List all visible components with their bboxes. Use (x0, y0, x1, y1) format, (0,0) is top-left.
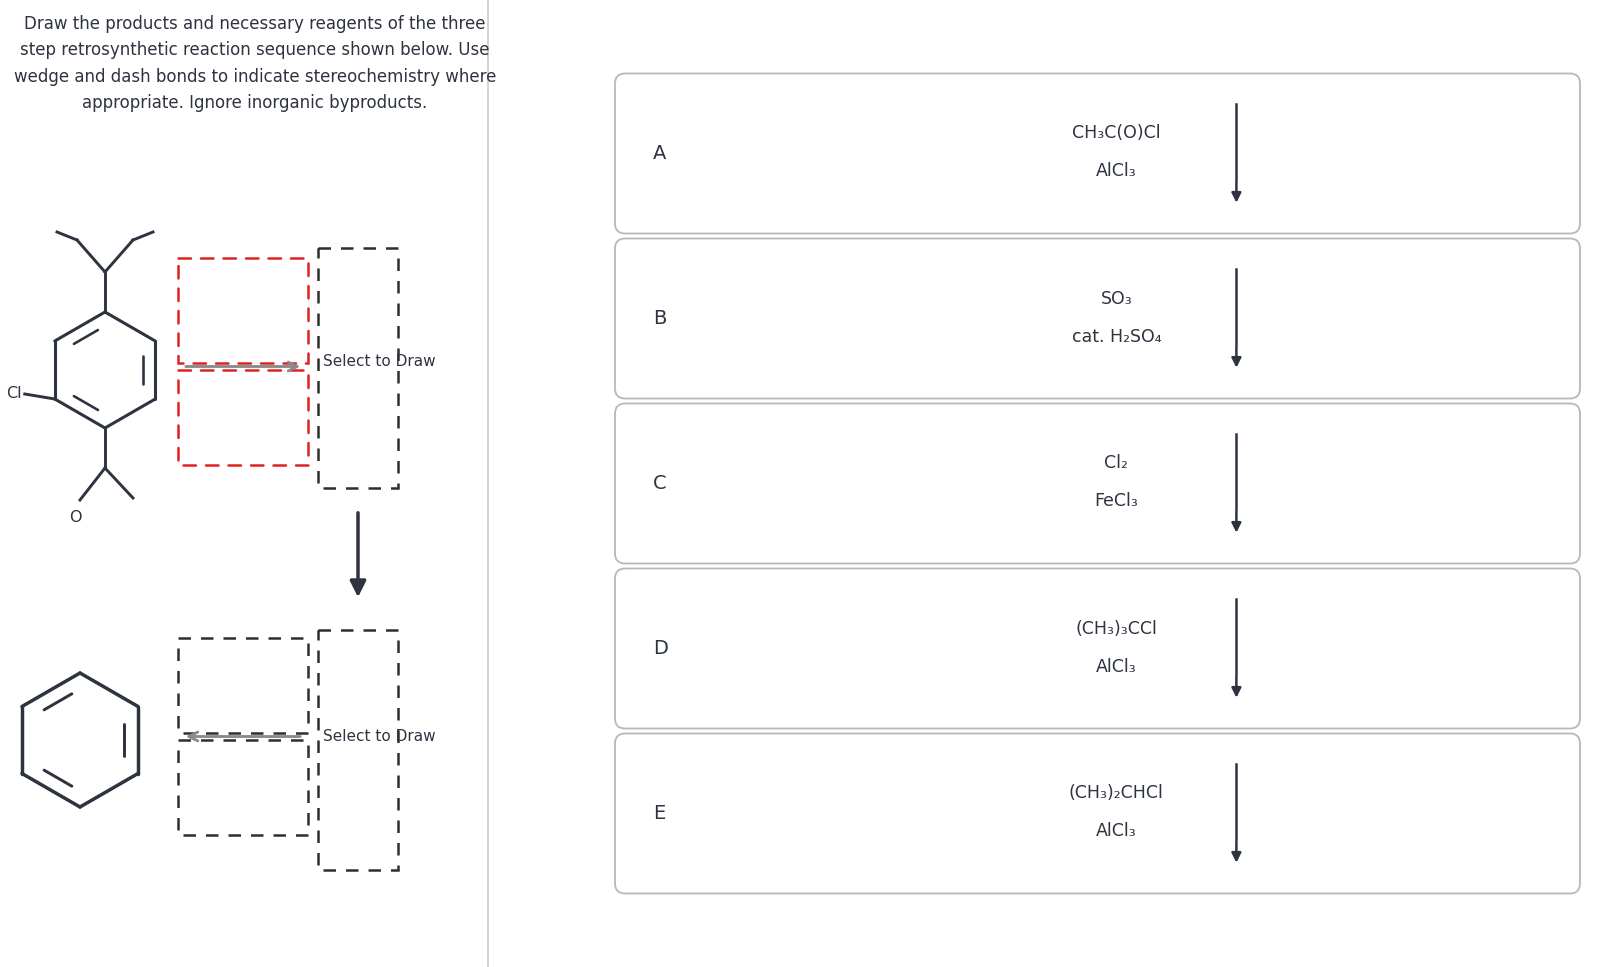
Text: C: C (652, 474, 667, 493)
Text: FeCl₃: FeCl₃ (1094, 492, 1138, 511)
Bar (318, 630, 398, 870)
Text: SO₃: SO₃ (1100, 289, 1132, 308)
Text: O: O (69, 510, 82, 525)
Bar (177, 370, 309, 465)
Text: AlCl₃: AlCl₃ (1095, 823, 1137, 840)
Bar (177, 740, 309, 835)
Text: AlCl₃: AlCl₃ (1095, 658, 1137, 676)
Text: (CH₃)₃CCl: (CH₃)₃CCl (1076, 620, 1158, 637)
Text: cat. H₂SO₄: cat. H₂SO₄ (1071, 328, 1161, 345)
Text: Cl₂: Cl₂ (1105, 454, 1129, 473)
Text: Select to Draw: Select to Draw (323, 729, 435, 744)
Text: Select to Draw: Select to Draw (323, 354, 435, 369)
Text: AlCl₃: AlCl₃ (1095, 162, 1137, 181)
Text: E: E (652, 804, 665, 823)
Text: A: A (652, 144, 667, 163)
Bar (177, 258, 309, 363)
FancyBboxPatch shape (616, 73, 1580, 233)
FancyBboxPatch shape (616, 403, 1580, 564)
Text: D: D (652, 639, 668, 658)
FancyBboxPatch shape (616, 569, 1580, 728)
Text: Draw the products and necessary reagents of the three
step retrosynthetic reacti: Draw the products and necessary reagents… (14, 15, 496, 112)
FancyBboxPatch shape (616, 734, 1580, 894)
Text: Cl: Cl (6, 387, 22, 401)
Bar (318, 248, 398, 488)
FancyBboxPatch shape (616, 239, 1580, 398)
Text: (CH₃)₂CHCl: (CH₃)₂CHCl (1070, 784, 1164, 803)
Text: CH₃C(O)Cl: CH₃C(O)Cl (1071, 125, 1161, 142)
Text: B: B (652, 309, 667, 328)
Bar (177, 638, 309, 733)
